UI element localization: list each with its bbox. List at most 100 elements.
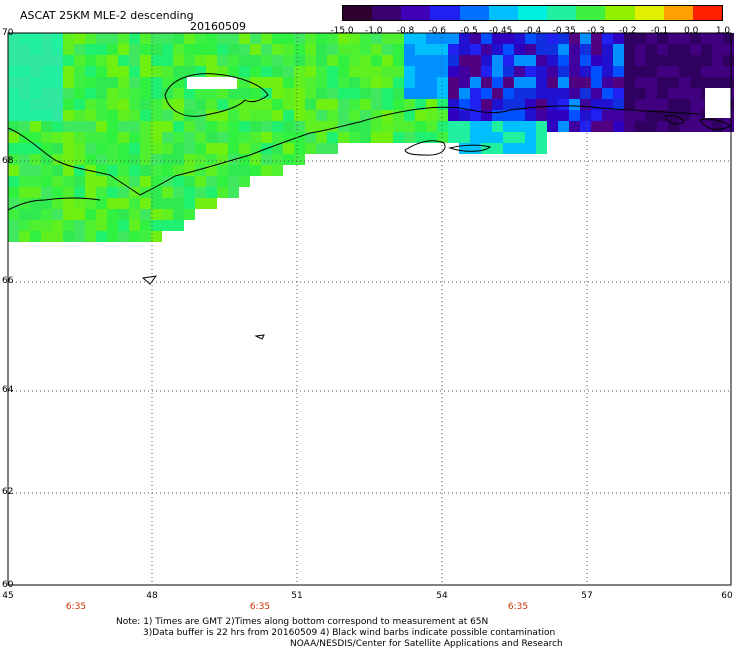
data-cell (151, 165, 162, 176)
data-cell (470, 44, 481, 55)
data-cell (393, 66, 404, 77)
data-cell (184, 55, 195, 66)
data-cell (327, 121, 338, 132)
data-cell (393, 33, 404, 44)
data-cell (393, 44, 404, 55)
data-cell (162, 88, 173, 99)
data-cell (514, 55, 525, 66)
data-cell (74, 33, 85, 44)
data-cell (327, 132, 338, 143)
data-cell (151, 176, 162, 187)
data-cell (426, 33, 437, 44)
data-cell (481, 77, 492, 88)
data-cell (140, 209, 151, 220)
data-cell (74, 176, 85, 187)
data-cell (140, 154, 151, 165)
data-cell (338, 121, 349, 132)
data-cell (338, 66, 349, 77)
island-5 (141, 275, 158, 285)
data-cell (151, 66, 162, 77)
data-cell (19, 110, 30, 121)
island-6 (254, 334, 265, 340)
map-frame (7, 32, 732, 586)
colorbar-label: 1.0 (715, 26, 731, 36)
data-cell (118, 231, 129, 242)
data-cell (250, 44, 261, 55)
data-cell (118, 33, 129, 44)
data-cell (195, 132, 206, 143)
data-cell (261, 121, 272, 132)
data-cell (74, 77, 85, 88)
lat-label-68: 68 (2, 156, 14, 166)
data-cell (459, 77, 470, 88)
data-cell (162, 77, 173, 88)
colorbar-segment (459, 6, 489, 20)
data-cell (41, 165, 52, 176)
data-cell (558, 121, 569, 132)
data-cell (129, 154, 140, 165)
data-cell (701, 66, 712, 77)
data-cell (525, 132, 536, 143)
data-cell (360, 99, 371, 110)
data-cell (558, 55, 569, 66)
data-cell (228, 33, 239, 44)
data-cell (536, 66, 547, 77)
data-cell (195, 187, 206, 198)
data-cell (30, 44, 41, 55)
data-cell (140, 44, 151, 55)
data-cell (635, 110, 646, 121)
data-cell (712, 33, 723, 44)
data-cell (151, 198, 162, 209)
data-cell (316, 143, 327, 154)
data-cell (206, 143, 217, 154)
coastline (7, 73, 731, 340)
data-cell (558, 88, 569, 99)
colorbar-segment (576, 6, 606, 20)
data-cell (129, 132, 140, 143)
data-cell (195, 55, 206, 66)
data-cell (492, 132, 503, 143)
data-cell (41, 33, 52, 44)
data-cell (52, 209, 63, 220)
data-cell (536, 121, 547, 132)
data-cell (602, 66, 613, 77)
island-2 (448, 144, 492, 152)
data-cell (283, 55, 294, 66)
data-cell (393, 110, 404, 121)
data-cell (349, 121, 360, 132)
data-cell (613, 44, 624, 55)
data-cell (52, 176, 63, 187)
data-cell (206, 165, 217, 176)
data-cell (646, 33, 657, 44)
data-cell (558, 66, 569, 77)
data-cell (41, 231, 52, 242)
data-cell (107, 154, 118, 165)
data-cell (437, 121, 448, 132)
data-cell (173, 176, 184, 187)
colorbar-segment (401, 6, 431, 20)
data-cell (426, 121, 437, 132)
data-cell (118, 66, 129, 77)
data-cell (558, 110, 569, 121)
data-cell (393, 99, 404, 110)
data-cell (63, 198, 74, 209)
data-cell (30, 88, 41, 99)
data-cell (272, 165, 283, 176)
data-cell (63, 55, 74, 66)
data-cell (129, 165, 140, 176)
data-cell (217, 110, 228, 121)
data-cell (85, 198, 96, 209)
data-cell (140, 66, 151, 77)
data-cell (41, 220, 52, 231)
data-cell (52, 110, 63, 121)
data-cell (382, 88, 393, 99)
data-cell (470, 88, 481, 99)
data-cell (162, 176, 173, 187)
data-cell (657, 44, 668, 55)
colorbar-segment (663, 6, 693, 20)
data-cell (514, 143, 525, 154)
data-cell (52, 77, 63, 88)
data-cell (327, 110, 338, 121)
data-cell (74, 231, 85, 242)
data-cell (338, 132, 349, 143)
